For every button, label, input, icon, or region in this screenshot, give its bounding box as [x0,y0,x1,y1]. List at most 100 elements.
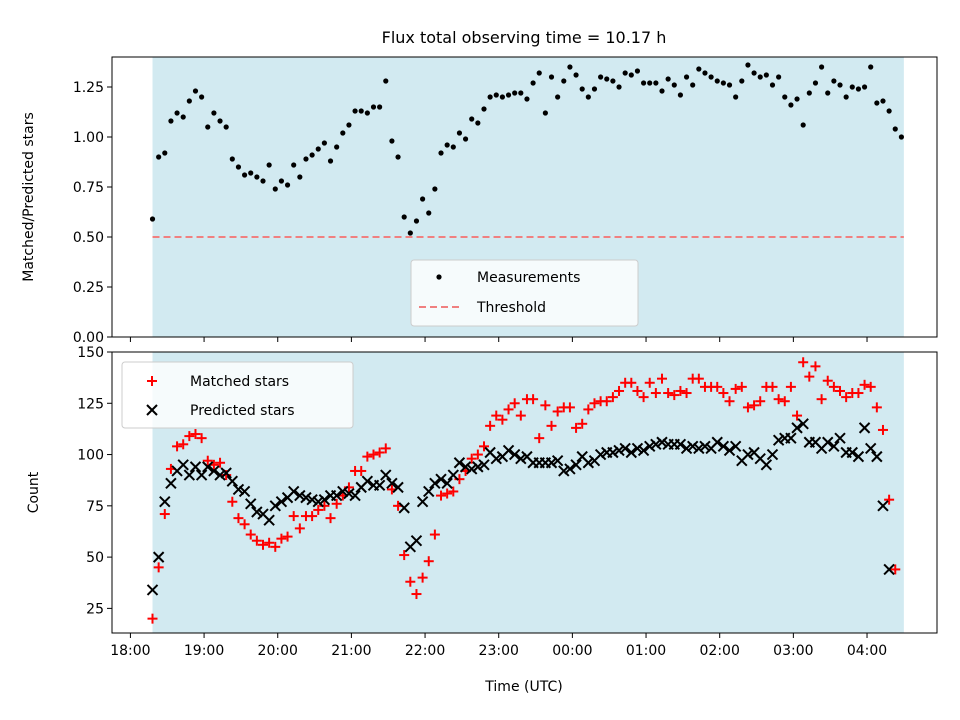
predicted-star-point [613,444,625,457]
matched-star-point [227,496,238,507]
matched-star-point [589,398,600,409]
measurement-point [211,110,217,116]
matched-star-point [663,388,674,399]
measurement-point [782,94,788,100]
legend-predicted-marker [146,404,158,416]
measurement-point [825,90,831,96]
measurement-point [254,174,260,180]
measurement-point [683,74,690,80]
predicted-star-point [699,440,711,453]
matched-star-point [478,441,489,452]
x-tick-label: 04:00 [847,643,887,659]
bottom-y-ticks: 25 50 75 100 125 150 [77,345,112,617]
measurement-point [788,102,794,108]
measurement-point [886,108,892,114]
matched-star-point [282,531,293,542]
matched-star-point [153,562,164,573]
measurement-point [800,122,806,128]
matched-star-point [485,420,496,431]
measurement-point [739,78,745,84]
predicted-star-point [275,496,288,508]
measurement-point [745,62,751,68]
matched-star-point [779,396,790,407]
matched-star-point [546,420,557,431]
matched-star-point [374,447,385,458]
matched-star-point [884,494,895,505]
predicted-star-point [416,496,429,508]
predicted-star-point [680,442,693,455]
matched-star-point [853,388,864,399]
top-y-ticks: 0.00 0.25 0.50 0.75 1.00 1.25 [73,80,112,346]
measurement-point [358,108,364,114]
predicted-star-point [343,487,355,500]
matched-star-point [233,513,244,524]
matched-star-point [258,539,269,550]
predicted-star-point [570,459,582,471]
matched-star-point [798,357,809,368]
measurement-point [640,80,647,86]
measurement-point [567,64,573,70]
y-tick-label: 50 [86,550,104,566]
measurement-point [420,196,426,202]
predicted-star-point [447,469,460,481]
measurement-point [677,92,684,98]
matched-star-point [294,523,305,534]
matched-star-point [626,377,637,388]
measurement-point [413,218,420,224]
measurement-point [315,146,321,152]
measurement-point [149,216,156,222]
matched-star-point [423,556,434,567]
measurement-point [352,108,358,114]
measurement-point [591,86,598,92]
matched-star-point [767,381,778,392]
legend-matched-marker [147,376,157,386]
predicted-star-point [772,434,785,446]
predicted-star-point [232,483,245,496]
predicted-star-point [582,457,595,469]
predicted-star-point [361,475,374,487]
matched-star-point [614,385,625,396]
measurement-point [794,96,800,102]
measurement-point [499,94,506,100]
measurement-point [659,88,665,94]
measurement-point [812,80,819,86]
predicted-star-point [717,440,730,453]
predicted-star-point [515,452,527,465]
measurement-point [763,72,769,78]
measurement-point [898,134,904,140]
measurement-point [653,80,659,86]
measurement-point [708,74,714,80]
measurement-point [481,106,487,112]
predicted-star-point [828,440,840,453]
top-legend: Measurements Threshold [410,259,639,327]
top-y-axis-label: Matched/Predicted stars [21,112,37,282]
matched-star-point [828,381,839,392]
predicted-star-point [607,446,619,459]
matched-star-point [380,443,391,454]
matched-star-point [755,396,766,407]
predicted-star-point [269,500,281,512]
legend-box [410,259,639,327]
predicted-star-point [686,440,699,453]
matched-star-point [835,385,846,396]
measurement-point [487,94,493,100]
predicted-star-point [711,436,723,448]
measurement-point [278,178,285,184]
bottom-panel: 25 50 75 100 125 150 18:00 19:00 20:00 21:00 22:0… [26,345,938,695]
predicted-star-point [435,473,447,485]
matched-star-point [669,390,680,401]
legend-box [121,361,354,429]
measurement-point [622,70,628,76]
measurement-point [702,70,708,76]
matched-star-point [264,537,275,548]
predicted-star-point [619,442,631,455]
matched-star-point [196,433,207,444]
matched-star-point [822,375,833,386]
predicted-star-point [306,493,318,506]
matched-star-point [276,533,287,544]
matched-star-point [865,381,876,392]
predicted-star-point [410,534,423,547]
predicted-star-point [877,500,889,512]
measurement-point [720,80,726,86]
